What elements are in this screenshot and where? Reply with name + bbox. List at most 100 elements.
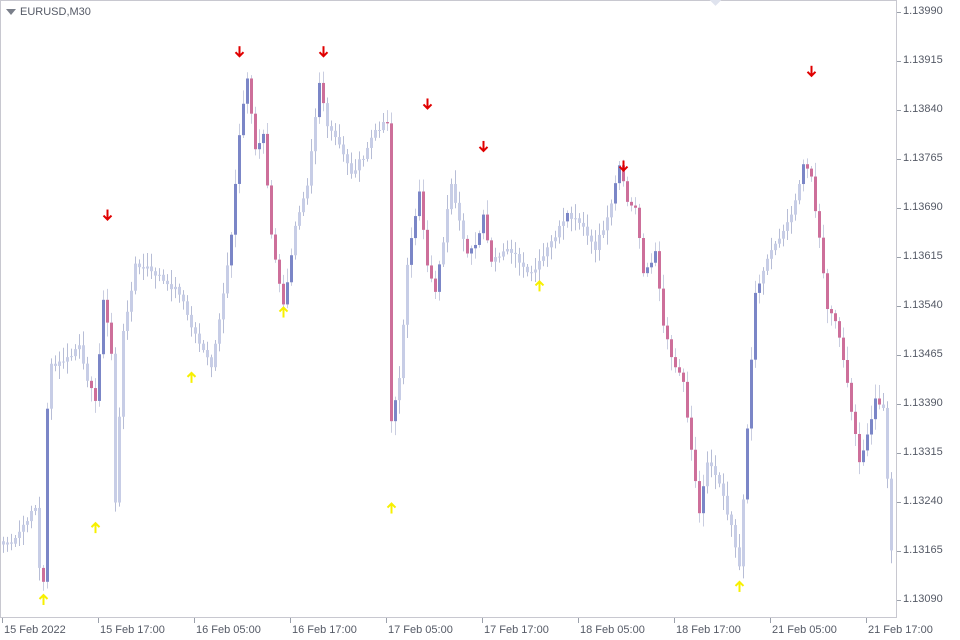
- price-tick: [897, 502, 901, 503]
- bear-candle: [878, 398, 881, 405]
- bull-candle: [298, 212, 301, 226]
- bull-candle: [502, 251, 505, 257]
- bull-candle: [610, 203, 613, 218]
- bull-candle: [778, 238, 781, 244]
- price-label: 1.13540: [903, 299, 943, 311]
- bear-candle: [710, 462, 713, 467]
- price-axis[interactable]: 1.13990 1.13915 1.13840 1.13765 1.13690 1.136…: [897, 0, 960, 618]
- bull-candle: [410, 238, 413, 265]
- bear-candle: [526, 266, 529, 273]
- collapse-triangle-icon[interactable]: [6, 9, 16, 15]
- bull-candle: [74, 349, 77, 357]
- sell-signal-arrow-icon: [806, 65, 817, 78]
- bear-candle: [890, 478, 893, 551]
- bear-candle: [42, 567, 45, 582]
- bull-candle: [118, 416, 121, 503]
- bear-candle: [330, 126, 333, 131]
- bull-candle: [318, 82, 321, 118]
- bull-candle: [498, 256, 501, 258]
- bull-candle: [242, 103, 245, 136]
- bear-candle: [10, 542, 13, 544]
- bull-candle: [614, 183, 617, 204]
- bull-candle: [606, 217, 609, 231]
- bull-candle: [394, 400, 397, 422]
- bull-candle: [226, 265, 229, 294]
- price-tick: [897, 306, 901, 307]
- bull-candle: [238, 135, 241, 184]
- price-tick: [897, 110, 901, 111]
- bear-candle: [638, 207, 641, 239]
- time-label: 16 Feb 17:00: [292, 624, 357, 636]
- bear-candle: [734, 525, 737, 548]
- bear-candle: [594, 241, 597, 250]
- bull-candle: [66, 357, 69, 362]
- bear-candle: [586, 226, 589, 236]
- bear-candle: [338, 137, 341, 145]
- bear-candle: [886, 407, 889, 479]
- bear-candle: [54, 363, 57, 366]
- bull-candle: [542, 256, 545, 261]
- bear-candle: [206, 350, 209, 358]
- bull-candle: [762, 270, 765, 284]
- bull-candle: [482, 214, 485, 234]
- bull-candle: [546, 247, 549, 257]
- bull-candle: [30, 510, 33, 522]
- buy-signal-arrow-icon: [278, 306, 289, 318]
- bear-candle: [94, 388, 97, 401]
- bull-candle: [230, 234, 233, 266]
- bear-candle: [830, 309, 833, 314]
- price-label: 1.13465: [903, 348, 943, 360]
- bull-candle: [6, 542, 9, 545]
- bull-candle: [286, 282, 289, 305]
- bear-candle: [634, 205, 637, 208]
- bear-candle: [694, 449, 697, 482]
- bear-candle: [38, 507, 41, 568]
- bull-candle: [770, 250, 773, 259]
- time-tick: [290, 618, 291, 623]
- bear-candle: [342, 144, 345, 155]
- bull-candle: [870, 419, 873, 435]
- bull-candle: [794, 200, 797, 215]
- bull-candle: [550, 241, 553, 248]
- bear-candle: [578, 218, 581, 223]
- bull-candle: [306, 185, 309, 199]
- price-tick: [897, 453, 901, 454]
- bear-candle: [850, 382, 853, 412]
- bear-candle: [510, 248, 513, 253]
- bull-candle: [574, 218, 577, 220]
- bear-candle: [270, 185, 273, 235]
- bear-candle: [202, 343, 205, 351]
- symbol-timeframe-label[interactable]: EURUSD,M30: [6, 6, 91, 18]
- bull-candle: [374, 129, 377, 138]
- bear-candle: [458, 202, 461, 221]
- bear-candle: [670, 339, 673, 358]
- bear-candle: [582, 222, 585, 227]
- bull-candle: [474, 244, 477, 249]
- bull-candle: [438, 264, 441, 292]
- time-tick: [674, 618, 675, 623]
- bull-candle: [742, 499, 745, 567]
- time-label: 15 Feb 17:00: [100, 624, 165, 636]
- price-label: 1.13990: [903, 5, 943, 17]
- bull-candle: [494, 257, 497, 262]
- bear-candle: [718, 474, 721, 484]
- bull-candle: [618, 165, 621, 184]
- time-label: 17 Feb 05:00: [388, 624, 453, 636]
- bull-candle: [214, 343, 217, 368]
- bear-candle: [882, 404, 885, 408]
- bear-candle: [190, 314, 193, 328]
- bull-candle: [290, 255, 293, 283]
- price-label: 1.13690: [903, 201, 943, 213]
- bear-candle: [858, 434, 861, 463]
- time-tick: [2, 618, 3, 623]
- chart-plot-area[interactable]: [0, 0, 897, 618]
- bear-candle: [826, 273, 829, 310]
- time-axis[interactable]: 15 Feb 2022 15 Feb 17:00 16 Feb 05:00 16 Fe…: [0, 618, 933, 640]
- time-label: 16 Feb 05:00: [196, 624, 261, 636]
- buy-signal-arrow-icon: [186, 371, 197, 383]
- bear-candle: [150, 266, 153, 272]
- price-tick: [897, 159, 901, 160]
- bear-candle: [466, 238, 469, 254]
- time-label: 17 Feb 17:00: [484, 624, 549, 636]
